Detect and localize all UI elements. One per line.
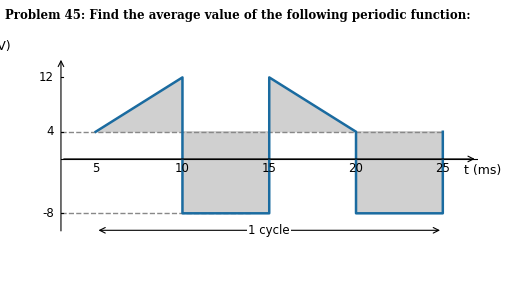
Text: 4: 4 <box>47 125 54 138</box>
Text: t (ms): t (ms) <box>464 164 501 177</box>
Text: 5: 5 <box>92 162 100 175</box>
Text: 15: 15 <box>262 162 277 175</box>
Polygon shape <box>96 78 443 213</box>
Text: 25: 25 <box>435 162 450 175</box>
Text: 10: 10 <box>175 162 190 175</box>
Text: 20: 20 <box>348 162 363 175</box>
Text: 12: 12 <box>39 71 54 84</box>
Text: -8: -8 <box>42 207 54 220</box>
Y-axis label: v (V): v (V) <box>0 40 11 54</box>
Text: Problem 45: Find the average value of the following periodic function:: Problem 45: Find the average value of th… <box>5 9 471 22</box>
Text: 1 cycle: 1 cycle <box>248 224 290 237</box>
